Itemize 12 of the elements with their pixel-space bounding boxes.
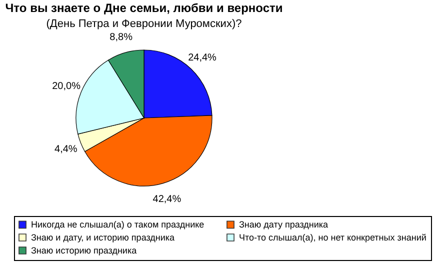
data-label: 8,8% xyxy=(110,32,133,44)
legend-label: Что-то слышал(а), но нет конкретных знаний xyxy=(239,232,426,242)
data-label: 42,4% xyxy=(152,194,182,205)
data-label: 4,4% xyxy=(54,144,78,155)
data-label: 20,0% xyxy=(52,81,81,92)
chart-subtitle: (День Петра и Февронии Муромских)? xyxy=(46,18,242,30)
legend-label: Знаю дату праздника xyxy=(239,220,328,230)
data-label: 24,4% xyxy=(188,52,217,64)
chart-title: Что вы знаете о Дне семьи, любви и верности xyxy=(5,1,283,16)
legend-label: Знаю и дату, и историю праздника xyxy=(31,232,175,242)
legend-label: Знаю историю праздника xyxy=(31,246,137,256)
legend-label: Никогда не слышал(а) о таком празднике xyxy=(31,220,204,230)
